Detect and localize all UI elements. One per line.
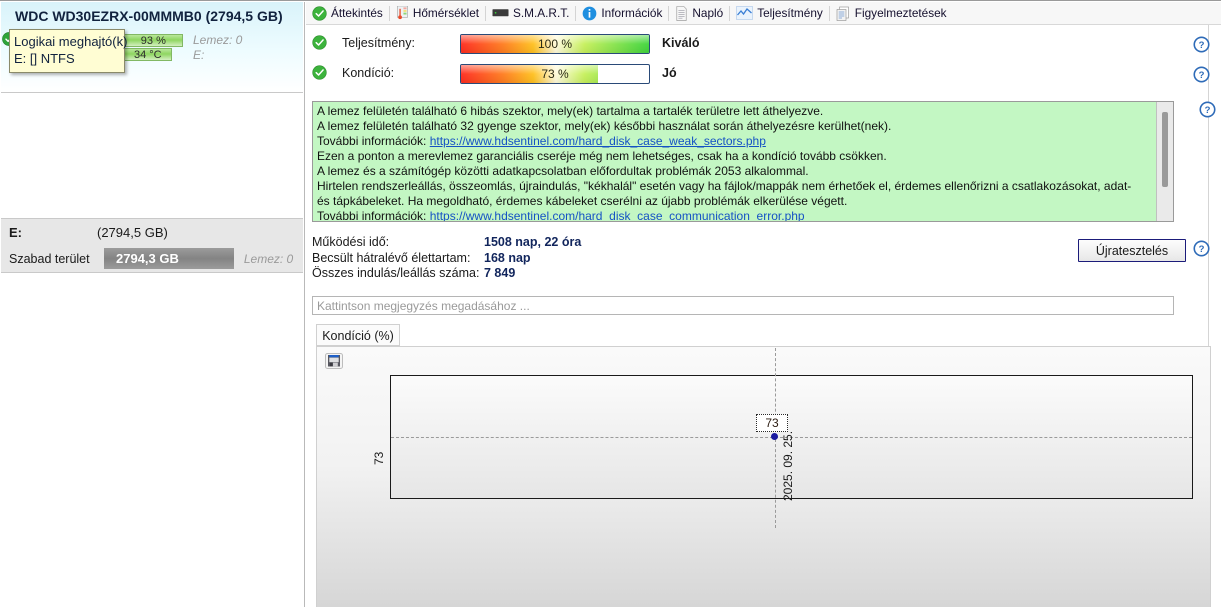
svg-text:?: ? xyxy=(1199,40,1205,51)
svg-text:?: ? xyxy=(1199,70,1205,81)
svg-text:?: ? xyxy=(1199,244,1205,255)
svg-text:?: ? xyxy=(1205,105,1211,116)
